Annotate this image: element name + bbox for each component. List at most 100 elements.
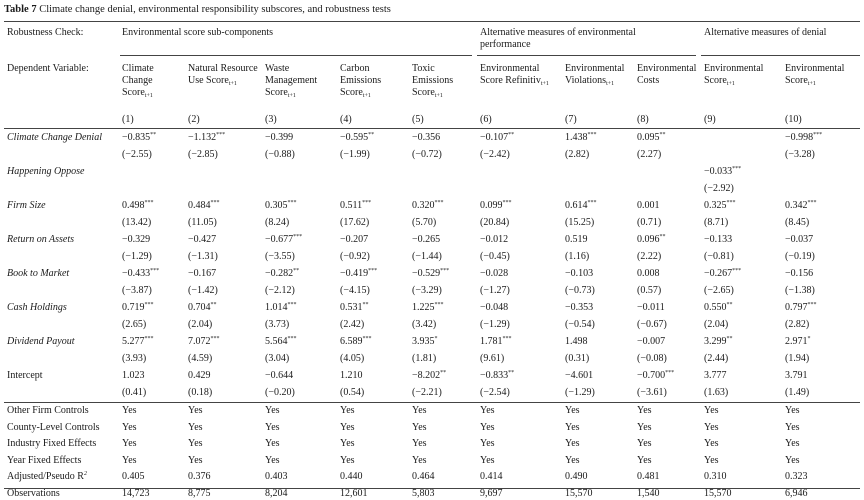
- column-number: (7): [565, 114, 577, 125]
- footer-cell: Yes: [412, 454, 427, 466]
- coefficient-cell: −0.399: [265, 132, 294, 143]
- row-label: Cash Holdings: [7, 302, 67, 313]
- time-subscript: t+1: [228, 81, 237, 87]
- t-stat-cell: (−2.55): [122, 149, 152, 160]
- t-stat-cell: (2.04): [188, 319, 213, 330]
- coefficient-cell: −0.107**: [480, 132, 515, 143]
- t-stat-cell: (4.59): [188, 353, 213, 364]
- robustness-label: Robustness Check:: [7, 27, 84, 38]
- significance-stars: ***: [293, 234, 303, 240]
- time-subscript: t+1: [287, 93, 296, 99]
- significance-stars: ***: [726, 200, 736, 206]
- time-subscript: t+1: [606, 81, 615, 87]
- time-subscript: t+1: [434, 93, 443, 99]
- t-stat-cell: (−2.54): [480, 387, 510, 398]
- footer-cell: Yes: [265, 438, 280, 450]
- coefficient-cell: −0.267***: [704, 268, 742, 279]
- column-number: (9): [704, 114, 716, 125]
- t-stat-cell: (3.04): [265, 353, 290, 364]
- significance-stars: ***: [362, 200, 372, 206]
- footer-cell: Yes: [122, 454, 137, 466]
- coefficient-cell: 0.320***: [412, 200, 444, 211]
- significance-stars: ***: [434, 200, 444, 206]
- significance-stars: ***: [210, 200, 220, 206]
- coefficient-cell: 0.008: [637, 268, 660, 279]
- significance-stars: ***: [144, 302, 154, 308]
- footer-cell: Yes: [637, 421, 652, 433]
- footer-cell: Yes: [122, 421, 137, 433]
- significance-stars: ***: [807, 200, 817, 206]
- coefficient-cell: 0.325***: [704, 200, 736, 211]
- coefficient-cell: 5.277***: [122, 336, 154, 347]
- footer-row-label: Adjusted/Pseudo R2: [7, 471, 87, 483]
- dependent-variable-label: Dependent Variable:: [7, 63, 89, 74]
- column-header: Waste Management Scoret+1: [265, 63, 318, 99]
- footer-cell: Yes: [340, 454, 355, 466]
- t-stat-cell: (−2.42): [480, 149, 510, 160]
- coefficient-cell: 3.777: [704, 370, 727, 381]
- coefficient-cell: 0.511***: [340, 200, 372, 211]
- significance-stars: ***: [502, 200, 512, 206]
- coefficient-cell: −0.282**: [265, 268, 300, 279]
- footer-cell: Yes: [188, 454, 203, 466]
- footer-cell: Yes: [480, 421, 495, 433]
- column-number: (10): [785, 114, 802, 125]
- footer-cell: 0.376: [188, 471, 211, 483]
- t-stat-cell: (11.05): [188, 217, 217, 228]
- coefficient-cell: 0.001: [637, 200, 660, 211]
- footer-cell: Yes: [704, 454, 719, 466]
- t-stat-cell: (2.82): [785, 319, 810, 330]
- t-stat-cell: (1.63): [704, 387, 729, 398]
- coefficient-cell: −0.011: [637, 302, 665, 313]
- time-subscript: t+1: [144, 93, 153, 99]
- header-rule: [4, 128, 860, 129]
- significance-stars: **: [659, 132, 666, 138]
- t-stat-cell: (−0.20): [265, 387, 295, 398]
- coefficient-cell: 0.719***: [122, 302, 154, 313]
- t-stat-cell: (20.84): [480, 217, 510, 228]
- footer-cell: Yes: [785, 438, 800, 450]
- coefficient-cell: −0.677***: [265, 234, 303, 245]
- footer-row-label: Year Fixed Effects: [7, 454, 82, 466]
- group-rule-3: [701, 55, 860, 56]
- t-stat-cell: (2.44): [704, 353, 729, 364]
- coefficient-cell: −0.207: [340, 234, 369, 245]
- bottom-rule: [4, 488, 860, 489]
- t-stat-cell: (17.62): [340, 217, 370, 228]
- t-stat-cell: (8.24): [265, 217, 290, 228]
- time-subscript: t+1: [807, 81, 816, 87]
- t-stat-cell: (4.05): [340, 353, 365, 364]
- t-stat-cell: (−1.27): [480, 285, 510, 296]
- coefficient-cell: −0.835**: [122, 132, 157, 143]
- footer-cell: Yes: [565, 421, 580, 433]
- t-stat-cell: (−1.29): [565, 387, 595, 398]
- significance-stars: *: [807, 336, 811, 342]
- coefficient-cell: 0.342***: [785, 200, 817, 211]
- coefficient-cell: 3.935*: [412, 336, 438, 347]
- column-header: Toxic Emissions Scoret+1: [412, 63, 454, 99]
- column-number: (5): [412, 114, 424, 125]
- footer-row-label: County-Level Controls: [7, 421, 100, 433]
- footer-cell: 6,946: [785, 488, 808, 499]
- t-stat-cell: (1.49): [785, 387, 810, 398]
- significance-stars: ***: [807, 302, 817, 308]
- footer-cell: Yes: [412, 438, 427, 450]
- footer-cell: Yes: [412, 405, 427, 416]
- t-stat-cell: (3.73): [265, 319, 290, 330]
- significance-stars: ***: [502, 336, 512, 342]
- coefficient-cell: 0.305***: [265, 200, 297, 211]
- footer-cell: 5,803: [412, 488, 435, 499]
- footer-cell: Yes: [785, 421, 800, 433]
- coefficient-cell: 1.014***: [265, 302, 297, 313]
- time-subscript: t+1: [726, 81, 735, 87]
- t-stat-cell: (−2.21): [412, 387, 442, 398]
- column-number: (8): [637, 114, 649, 125]
- t-stat-cell: (−0.72): [412, 149, 442, 160]
- significance-stars: ***: [587, 132, 597, 138]
- controls-rule: [4, 402, 860, 403]
- significance-stars: **: [508, 132, 515, 138]
- t-stat-cell: (−3.61): [637, 387, 667, 398]
- t-stat-cell: (0.31): [565, 353, 590, 364]
- footer-cell: Yes: [704, 421, 719, 433]
- coefficient-cell: −0.998***: [785, 132, 823, 143]
